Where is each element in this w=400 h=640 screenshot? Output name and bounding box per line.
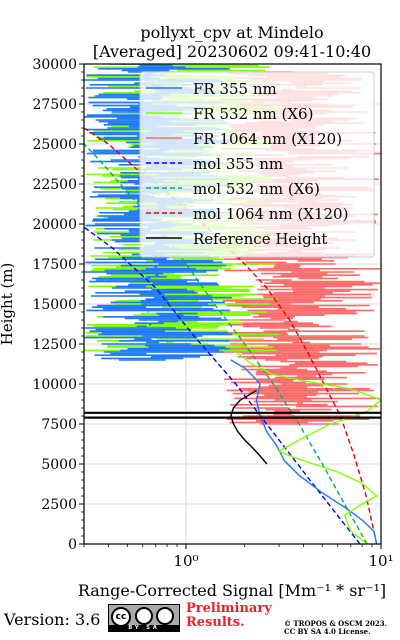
y-tick-label: 15000 xyxy=(32,297,77,313)
copyright-line-2: CC BY SA 4.0 License. xyxy=(284,627,371,636)
series-lines xyxy=(84,127,381,544)
legend: FR 355 nm FR 532 nm (X6) FR 1064 nm (X120)… xyxy=(139,71,375,258)
y-tick-label: 7500 xyxy=(41,417,77,433)
y-tick-label: 0 xyxy=(68,537,77,553)
legend-label: mol 355 nm xyxy=(193,155,283,173)
axis-ticks: 0 2500 5000 7500 10000 12500 15000 17500 20000 22… xyxy=(32,57,393,570)
by-attribution-icon xyxy=(135,607,153,625)
preliminary-line-2: Results. xyxy=(186,615,245,630)
y-axis-label: Height (m) xyxy=(0,263,16,346)
series-line-mol-1064-nm-x120- xyxy=(84,127,378,544)
version-label: Version: 3.6 xyxy=(4,610,101,629)
series-line-mol-532-nm-x6- xyxy=(84,143,368,544)
legend-label: mol 1064 nm (X120) xyxy=(193,205,348,223)
y-tick-label: 12500 xyxy=(32,337,77,353)
footer: Version: 3.6 cc BY SA Preliminary Result… xyxy=(0,600,400,640)
y-tick-label: 30000 xyxy=(32,57,77,73)
chart-title: pollyxt_cpv at Mindelo xyxy=(140,23,323,42)
y-tick-label: 5000 xyxy=(41,457,77,473)
x-tick-label: 10¹ xyxy=(368,552,393,570)
cc-icon: cc xyxy=(111,607,131,627)
series-line-reference-height xyxy=(230,389,268,465)
legend-label: FR 532 nm (X6) xyxy=(193,105,313,123)
legend-label: FR 355 nm xyxy=(193,80,277,98)
y-tick-label: 2500 xyxy=(41,497,77,513)
preliminary-line-1: Preliminary xyxy=(186,601,272,616)
x-axis-label: Range-Corrected Signal [Mm⁻¹ * sr⁻¹] xyxy=(78,581,386,600)
y-tick-label: 25000 xyxy=(32,137,77,153)
y-tick-label: 27500 xyxy=(32,97,77,113)
x-tick-label: 10⁰ xyxy=(173,552,198,570)
share-alike-icon xyxy=(156,607,174,625)
y-tick-label: 20000 xyxy=(32,217,77,233)
y-tick-label: 10000 xyxy=(32,377,77,393)
chart-figure: pollyxt_cpv at Mindelo [Averaged] 202306… xyxy=(0,23,394,600)
legend-label: FR 1064 nm (X120) xyxy=(193,130,342,148)
copyright-notice: © TROPOS & OSCM 2023. CC BY SA 4.0 Licen… xyxy=(284,620,387,636)
cc-license-badge: cc BY SA xyxy=(108,604,180,632)
y-tick-label: 22500 xyxy=(32,177,77,193)
legend-box xyxy=(139,71,375,258)
series-line-fr-355-nm xyxy=(230,359,378,544)
copyright-line-1: © TROPOS & OSCM 2023. xyxy=(284,619,388,628)
legend-label: Reference Height xyxy=(193,230,327,248)
series-line-fr-532-nm-x6- xyxy=(235,351,381,544)
y-tick-label: 17500 xyxy=(32,257,77,273)
cc-badge-caption: BY SA xyxy=(109,625,179,631)
legend-label: mol 532 nm (X6) xyxy=(193,180,320,198)
chart-subtitle: [Averaged] 20230602 09:41-10:40 xyxy=(93,42,371,61)
preliminary-notice: Preliminary Results. xyxy=(186,602,272,630)
